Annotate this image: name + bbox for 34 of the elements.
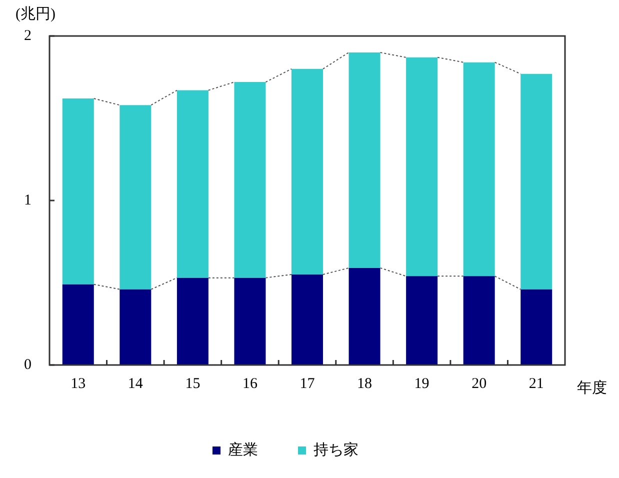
- bar: [62, 98, 94, 284]
- bar: [348, 268, 380, 365]
- bar: [120, 105, 152, 290]
- x-tick-label: 14: [128, 376, 144, 392]
- bar: [406, 276, 438, 365]
- x-tick-label: 18: [357, 376, 372, 392]
- x-tick-label: 13: [70, 376, 86, 392]
- x-tick-label: 17: [300, 376, 316, 392]
- bar: [520, 289, 552, 365]
- bar: [176, 278, 208, 365]
- legend-label: 持ち家: [314, 441, 358, 458]
- bar: [292, 68, 323, 275]
- bar: [62, 284, 94, 365]
- x-tick-label: 20: [472, 376, 487, 392]
- bar: [348, 52, 380, 268]
- bar: [463, 62, 495, 276]
- x-tick-label: 16: [242, 376, 258, 392]
- x-tick-label: 21: [528, 376, 544, 392]
- bar: [176, 90, 208, 278]
- bar: [120, 289, 152, 365]
- y-tick-label: 1: [24, 192, 32, 208]
- y-tick-label: 0: [24, 356, 32, 373]
- bar: [520, 74, 552, 290]
- x-axis-title: 年度: [577, 379, 607, 396]
- bar: [234, 278, 266, 365]
- bar: [292, 274, 323, 365]
- bar: [234, 82, 266, 278]
- legend-label: 産業: [228, 441, 258, 458]
- x-tick-label: 15: [185, 376, 200, 392]
- bar: [406, 57, 438, 276]
- y-axis-title: (兆円): [16, 5, 56, 22]
- x-tick-label: 19: [414, 376, 430, 392]
- y-tick-label: 2: [24, 28, 32, 44]
- bar: [463, 276, 495, 365]
